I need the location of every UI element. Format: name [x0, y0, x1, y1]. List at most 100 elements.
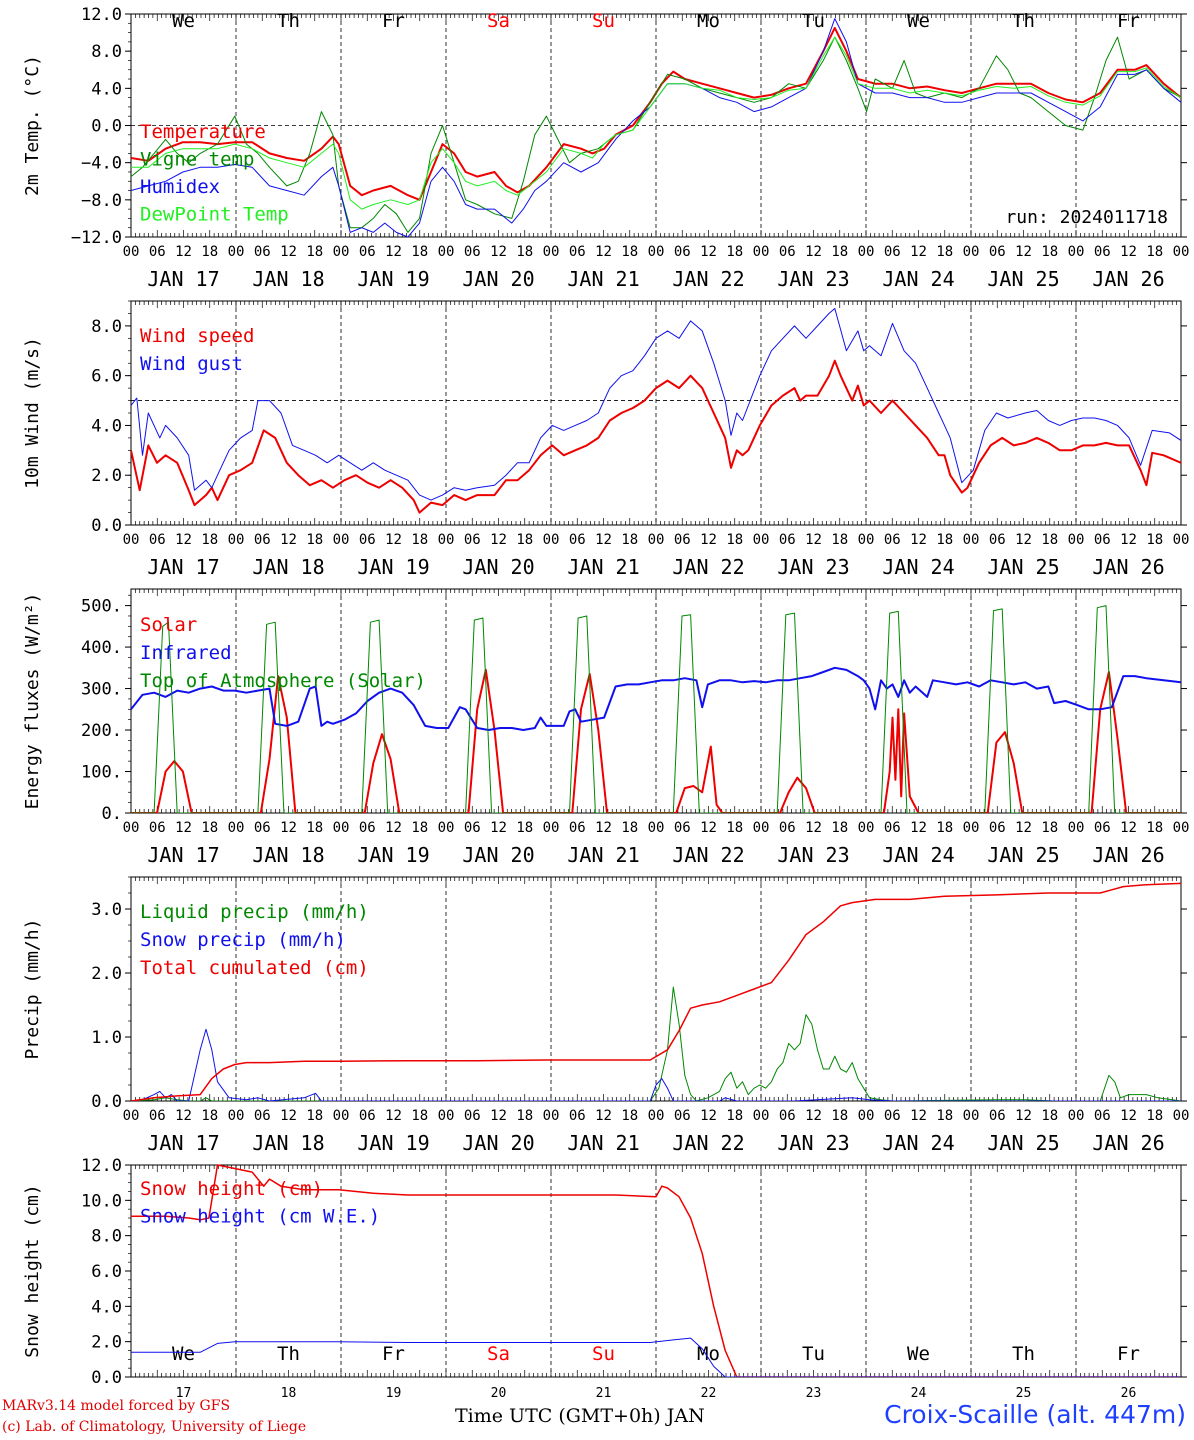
legend-entry: Wind speed	[140, 325, 254, 347]
x-hour-label: 00	[858, 1108, 875, 1124]
legend-entry: Total cumulated (cm)	[140, 957, 369, 979]
x-day-label: JAN 18	[252, 555, 324, 579]
x-hour-label: 06	[884, 1108, 901, 1124]
x-hour-label: 06	[989, 244, 1006, 260]
x-hour-label: 12	[910, 244, 927, 260]
x-hour-label: 18	[621, 1108, 638, 1124]
x-day-label: JAN 18	[252, 267, 324, 291]
x-hour-label: 06	[989, 532, 1006, 548]
panel-temp: 12.0 8.0 4.0 0.0 −4.0 −8.0 −12.0 2m Temp. (°C) 0…	[22, 5, 1189, 291]
x-hour-label: 00	[123, 820, 140, 836]
x-hour-label: 18	[1146, 820, 1163, 836]
day-number-label: 23	[806, 1386, 822, 1401]
x-hour-label: 12	[910, 1108, 927, 1124]
x-hour-label: 06	[884, 820, 901, 836]
x-hour-label: 12	[490, 532, 507, 548]
x-hour-label: 06	[569, 244, 586, 260]
x-hour-label: 12	[700, 532, 717, 548]
x-hour-label: 18	[831, 532, 848, 548]
y-tick-label: 2.0	[91, 1333, 122, 1353]
x-hour-label: 00	[228, 244, 245, 260]
day-number-label: 22	[701, 1386, 717, 1401]
x-hour-label: 06	[464, 244, 481, 260]
x-hour-label: 12	[805, 532, 822, 548]
legend-entry: Snow height (cm W.E.)	[140, 1206, 380, 1228]
x-hour-label: 12	[385, 244, 402, 260]
x-hour-label: 12	[490, 1108, 507, 1124]
y-tick-label: 0.0	[91, 1368, 122, 1388]
x-hour-label: 06	[1094, 532, 1111, 548]
x-hour-label: 00	[333, 820, 350, 836]
x-hour-label: 18	[411, 1108, 428, 1124]
x-hour-label: 00	[648, 532, 665, 548]
series-line-snow-height-cm	[131, 1164, 1181, 1377]
y-tick-label: 100.	[81, 763, 122, 783]
x-hour-label: 12	[595, 244, 612, 260]
weekday-label: Th	[277, 1343, 300, 1365]
x-day-label: JAN 25	[987, 1131, 1059, 1155]
x-day-label: JAN 24	[882, 555, 954, 579]
x-day-label: JAN 26	[1092, 555, 1164, 579]
x-hour-label: 06	[569, 532, 586, 548]
x-hour-label: 12	[1015, 244, 1032, 260]
x-hour-label: 18	[516, 532, 533, 548]
x-hour-label: 18	[936, 1108, 953, 1124]
x-hour-label: 18	[831, 1108, 848, 1124]
y-tick-label: 12.0	[81, 1156, 122, 1176]
x-hour-label: 12	[910, 532, 927, 548]
x-day-label: JAN 21	[567, 555, 639, 579]
day-number-label: 21	[596, 1386, 612, 1401]
x-hour-label: 06	[254, 820, 271, 836]
x-hour-label: 00	[753, 820, 770, 836]
weekday-label: Mo	[697, 1343, 720, 1365]
x-hour-label: 00	[963, 1108, 980, 1124]
day-number-label: 17	[176, 1386, 192, 1401]
x-hour-label: 12	[595, 532, 612, 548]
x-hour-label: 06	[779, 532, 796, 548]
x-hour-label: 00	[228, 532, 245, 548]
x-hour-label: 18	[726, 820, 743, 836]
x-hour-label: 00	[648, 1108, 665, 1124]
x-day-label: JAN 25	[987, 267, 1059, 291]
x-day-label: JAN 17	[147, 1131, 219, 1155]
x-day-label: JAN 24	[882, 267, 954, 291]
legend-entry: Wind gust	[140, 353, 243, 375]
x-hour-label: 06	[359, 1108, 376, 1124]
x-hour-label: 00	[858, 820, 875, 836]
y-tick-label: 0.0	[91, 516, 122, 536]
weekday-label: We	[907, 1343, 930, 1365]
x-hour-label: 00	[1068, 1108, 1085, 1124]
x-hour-label: 00	[123, 532, 140, 548]
x-hour-label: 18	[306, 820, 323, 836]
x-day-label: JAN 17	[147, 267, 219, 291]
x-hour-label: 18	[516, 244, 533, 260]
x-day-label: JAN 19	[357, 267, 429, 291]
weekday-label: Fr	[1117, 1343, 1140, 1365]
y-tick-label: 300.	[81, 680, 122, 700]
x-hour-label: 18	[831, 244, 848, 260]
x-hour-label: 00	[1173, 820, 1190, 836]
weekday-label: Fr	[1117, 10, 1140, 32]
x-hour-label: 06	[149, 244, 166, 260]
x-day-label: JAN 24	[882, 843, 954, 867]
x-hour-label: 12	[805, 820, 822, 836]
x-hour-label: 18	[306, 532, 323, 548]
weekday-label: Fr	[382, 10, 405, 32]
y-tick-label: 200.	[81, 721, 122, 741]
x-hour-label: 06	[359, 820, 376, 836]
x-hour-label: 00	[438, 1108, 455, 1124]
x-hour-label: 12	[700, 1108, 717, 1124]
x-hour-label: 18	[1146, 1108, 1163, 1124]
x-hour-label: 06	[569, 1108, 586, 1124]
weekday-label: Tu	[802, 1343, 825, 1365]
x-hour-label: 06	[569, 820, 586, 836]
x-hour-label: 06	[884, 244, 901, 260]
x-hour-label: 12	[385, 532, 402, 548]
x-hour-label: 12	[595, 820, 612, 836]
run-annotation: run: 2024011718	[1005, 207, 1168, 228]
day-number-label: 20	[491, 1386, 507, 1401]
legend-entry: DewPoint Temp	[140, 204, 289, 226]
x-day-label: JAN 24	[882, 1131, 954, 1155]
x-hour-label: 00	[963, 532, 980, 548]
x-hour-label: 18	[201, 1108, 218, 1124]
